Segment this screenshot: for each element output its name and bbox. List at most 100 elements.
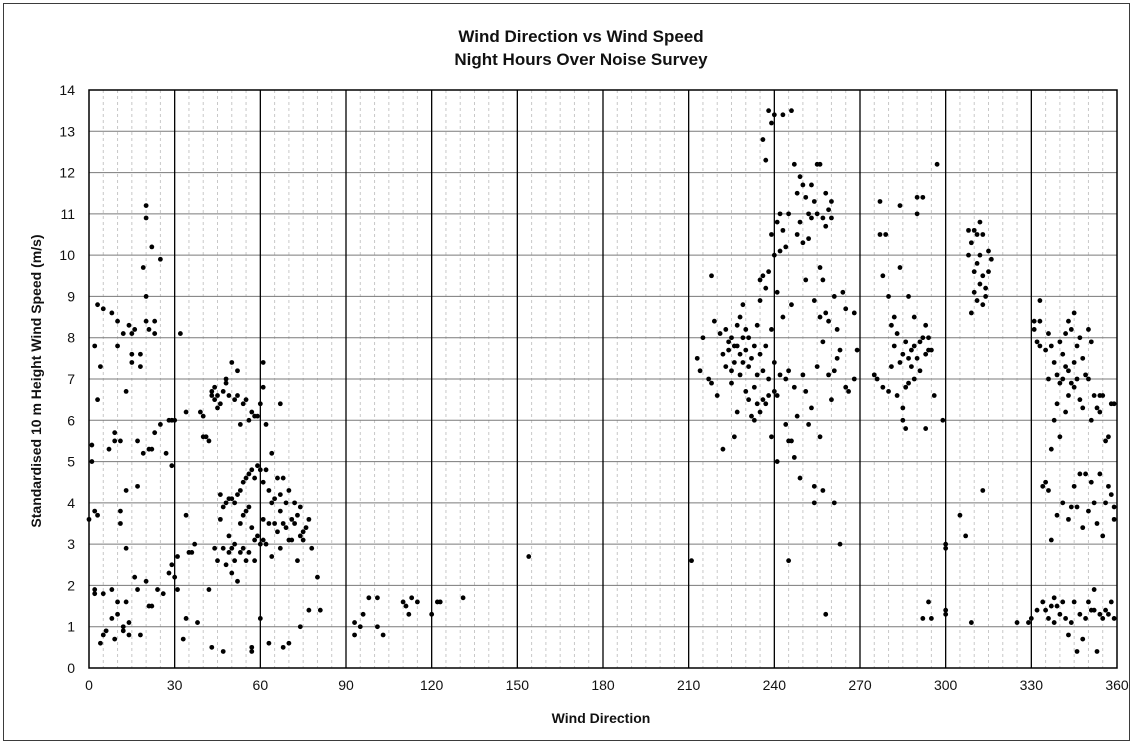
data-point	[854, 347, 860, 353]
data-point	[135, 438, 140, 444]
data-point	[1077, 335, 1083, 341]
data-point	[734, 322, 740, 328]
data-point	[731, 434, 737, 440]
data-point	[229, 360, 235, 365]
data-point	[260, 479, 266, 485]
data-point	[823, 310, 829, 316]
data-point	[729, 380, 734, 386]
data-point	[135, 587, 140, 592]
data-point	[831, 294, 837, 299]
data-point	[172, 574, 178, 580]
data-point	[1077, 611, 1083, 617]
data-point	[403, 603, 409, 609]
data-point	[92, 508, 98, 514]
data-point	[829, 215, 834, 221]
y-tick-label: 2	[67, 577, 75, 593]
data-point	[1048, 343, 1054, 349]
data-point	[1046, 331, 1051, 336]
data-point	[1111, 516, 1117, 522]
data-point	[252, 537, 258, 543]
data-point	[235, 578, 240, 584]
data-point	[900, 405, 906, 411]
x-tick-label: 90	[338, 677, 354, 693]
data-point	[232, 541, 238, 547]
data-point	[783, 422, 789, 427]
data-point	[734, 343, 740, 349]
x-tick-label: 0	[85, 677, 93, 693]
data-points	[86, 108, 1117, 654]
data-point	[763, 401, 769, 407]
data-point	[920, 194, 926, 200]
data-point	[800, 372, 806, 378]
data-point	[931, 393, 937, 398]
data-point	[789, 108, 794, 114]
data-point	[1026, 620, 1031, 625]
data-point	[217, 516, 223, 522]
data-point	[783, 244, 789, 250]
x-tick-label: 60	[253, 677, 269, 693]
data-point	[957, 512, 963, 518]
data-point	[751, 343, 757, 349]
data-point	[215, 393, 220, 398]
data-point	[906, 380, 911, 386]
data-point	[911, 376, 917, 382]
data-point	[240, 512, 246, 518]
data-point	[1051, 620, 1057, 625]
data-point	[212, 397, 218, 403]
data-point	[726, 339, 732, 345]
data-point	[1054, 603, 1060, 609]
data-point	[820, 277, 826, 283]
data-point	[366, 595, 372, 601]
data-point	[375, 624, 380, 630]
data-point	[118, 438, 123, 444]
data-point	[689, 558, 694, 564]
data-point	[791, 384, 797, 390]
data-point	[786, 211, 792, 217]
data-point	[740, 335, 746, 341]
data-point	[1057, 339, 1063, 345]
data-point	[809, 215, 814, 221]
data-point	[1094, 405, 1100, 411]
data-point	[220, 504, 226, 510]
data-point	[246, 417, 252, 423]
data-point	[697, 368, 703, 374]
data-point	[1048, 537, 1054, 543]
data-point	[269, 500, 275, 506]
data-point	[926, 335, 931, 341]
data-point	[729, 368, 734, 374]
data-point	[817, 161, 823, 167]
data-point	[966, 227, 971, 233]
data-point	[914, 355, 920, 361]
x-tick-label: 210	[677, 677, 701, 693]
data-point	[1088, 339, 1094, 345]
data-point	[820, 339, 826, 345]
data-point	[974, 261, 980, 266]
data-point	[769, 232, 774, 237]
data-point	[215, 405, 220, 411]
data-point	[760, 273, 766, 279]
data-point	[1068, 327, 1074, 332]
data-point	[306, 516, 312, 522]
data-point	[109, 587, 115, 592]
data-point	[223, 500, 229, 506]
data-point	[120, 331, 126, 336]
data-point	[1043, 347, 1049, 353]
data-point	[800, 182, 806, 188]
data-point	[237, 422, 243, 427]
data-point	[943, 607, 949, 613]
data-point	[138, 632, 143, 638]
data-point	[98, 640, 103, 646]
data-point	[132, 327, 138, 332]
data-point	[1051, 417, 1057, 423]
data-point	[135, 483, 140, 489]
data-point	[826, 372, 831, 378]
data-point	[206, 587, 212, 592]
data-point	[1106, 434, 1111, 440]
x-tick-label: 270	[848, 677, 872, 693]
major-gridlines	[89, 90, 1117, 668]
data-point	[903, 426, 909, 431]
y-tick-label: 6	[67, 412, 75, 428]
data-point	[414, 599, 420, 605]
data-point	[1034, 339, 1040, 345]
data-point	[897, 203, 903, 209]
